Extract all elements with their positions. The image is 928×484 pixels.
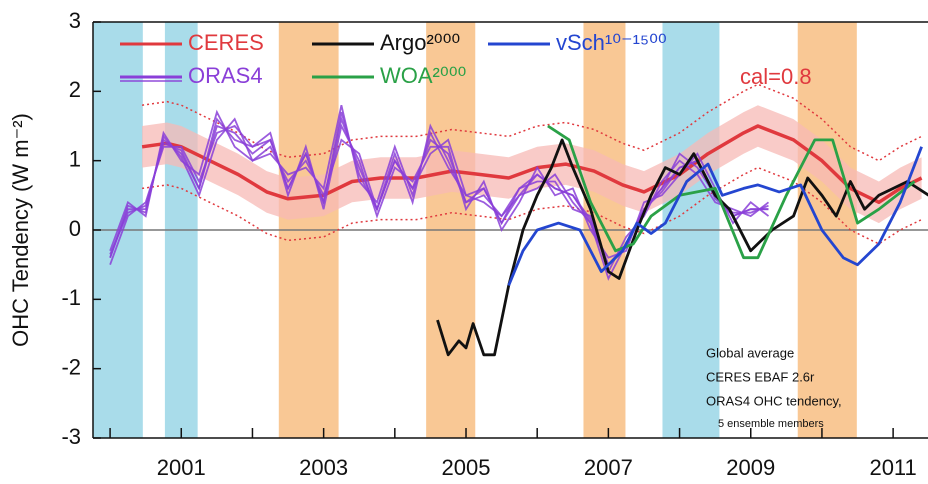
member-line bbox=[109, 117, 769, 281]
y-axis-label: OHC Tendency (W m⁻²) bbox=[8, 113, 33, 347]
plot-lines bbox=[109, 83, 928, 357]
y-tick-label: -2 bbox=[61, 354, 81, 379]
x-tick-label: 2009 bbox=[726, 455, 775, 480]
dotted-bound bbox=[141, 166, 922, 245]
series-line bbox=[436, 138, 928, 357]
uncertainty-band bbox=[142, 105, 922, 224]
note-line: ORAS4 OHC tendency, bbox=[706, 393, 842, 408]
legend-label: CERES bbox=[188, 30, 264, 55]
x-tick-label: 2005 bbox=[442, 455, 491, 480]
plot-background bbox=[93, 22, 928, 438]
annotation: cal=0.8 bbox=[740, 64, 812, 89]
member-line bbox=[109, 111, 769, 267]
note-line: Global average bbox=[706, 345, 794, 360]
note-line: 5 ensemble members bbox=[718, 418, 824, 430]
y-tick-label: -3 bbox=[61, 424, 81, 449]
legend-label: vSch¹⁰⁻¹⁵⁰⁰ bbox=[556, 30, 667, 55]
series-line bbox=[507, 146, 923, 287]
y-tick-label: 3 bbox=[69, 8, 81, 33]
legend-label: ORAS4 bbox=[188, 63, 263, 88]
y-tick-label: 0 bbox=[69, 216, 81, 241]
x-tick-label: 2007 bbox=[584, 455, 633, 480]
note-line: CERES EBAF 2.6r bbox=[706, 369, 815, 384]
y-tick-label: -1 bbox=[61, 285, 81, 310]
legend-label: Argo²⁰⁰⁰ bbox=[380, 30, 460, 55]
member-line bbox=[109, 104, 770, 274]
series-line bbox=[547, 124, 916, 260]
y-tick-label: 2 bbox=[69, 77, 81, 102]
legend-label: WOA²⁰⁰⁰ bbox=[380, 63, 467, 88]
x-tick-label: 2001 bbox=[157, 455, 206, 480]
x-tick-label: 2003 bbox=[299, 455, 348, 480]
axes: OHC Tendency (W m⁻²) cal=0.8 Global aver… bbox=[8, 8, 928, 480]
x-tick-label: 2011 bbox=[869, 455, 916, 480]
y-tick-label: 1 bbox=[69, 146, 81, 171]
